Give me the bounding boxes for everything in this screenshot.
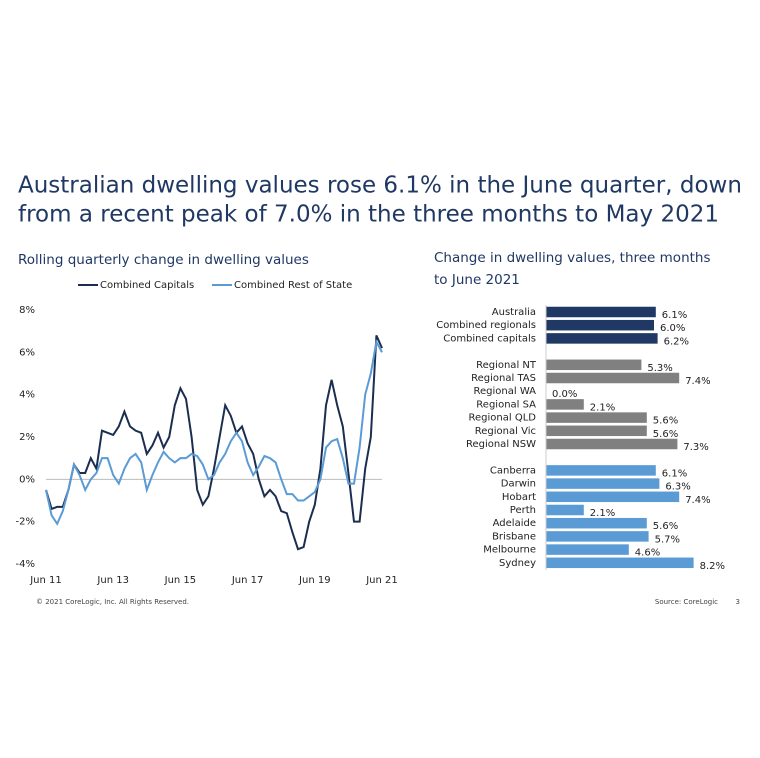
category-label: Australia	[492, 307, 536, 318]
value-label: 6.2%	[664, 336, 689, 347]
value-label: 2.1%	[590, 508, 615, 519]
category-label: Sydney	[499, 558, 536, 569]
value-label: 4.6%	[635, 548, 660, 559]
chart-title: to June 2021	[434, 272, 520, 288]
value-label: 7.3%	[683, 442, 708, 453]
copyright: © 2021 CoreLogic, Inc. All Rights Reserv…	[36, 598, 189, 606]
category-label: Hobart	[502, 492, 536, 503]
y-tick-label: 8%	[19, 305, 35, 316]
bar	[546, 333, 658, 344]
value-label: 7.4%	[685, 376, 710, 387]
legend-label: Combined Rest of State	[234, 280, 352, 291]
bar	[546, 399, 584, 410]
category-label: Darwin	[501, 479, 536, 490]
series-line	[45, 338, 383, 526]
value-label: 5.3%	[647, 363, 672, 374]
bar	[546, 412, 647, 423]
source: Source: CoreLogic	[655, 598, 718, 606]
bar	[546, 306, 656, 318]
value-label: 6.0%	[660, 323, 685, 334]
category-label: Regional NT	[476, 360, 537, 371]
value-label: 7.4%	[685, 495, 710, 506]
x-tick-label: Jun 13	[96, 575, 129, 586]
bar	[546, 465, 656, 476]
bar	[546, 544, 629, 555]
x-tick-label: Jun 19	[298, 575, 331, 586]
bar	[546, 319, 654, 331]
category-label: Brisbane	[492, 531, 536, 542]
category-label: Regional WA	[474, 386, 537, 397]
value-label: 5.6%	[653, 429, 678, 440]
bar	[546, 504, 584, 516]
value-label: 6.1%	[662, 310, 687, 321]
slide-title: Australian dwelling values rose 6.1% in …	[18, 173, 742, 199]
slide-title: from a recent peak of 7.0% in the three …	[18, 202, 719, 228]
bar	[546, 478, 660, 489]
value-label: 5.7%	[655, 534, 680, 545]
value-label: 2.1%	[590, 402, 615, 413]
series-line	[45, 334, 383, 551]
bar	[546, 438, 678, 450]
category-label: Adelaide	[493, 518, 536, 529]
category-label: Regional Vic	[475, 426, 536, 437]
category-label: Melbourne	[483, 545, 536, 556]
value-label: 6.3%	[665, 482, 690, 493]
chart-title: Rolling quarterly change in dwelling val…	[18, 252, 309, 268]
category-label: Regional SA	[476, 399, 536, 410]
chart-title: Change in dwelling values, three months	[434, 250, 711, 266]
legend-label: Combined Capitals	[100, 280, 194, 291]
value-label: 8.2%	[700, 561, 725, 572]
page-number: 3	[736, 598, 740, 606]
x-tick-label: Jun 21	[365, 575, 398, 586]
category-label: Combined capitals	[443, 333, 536, 344]
value-label: 5.6%	[653, 416, 678, 427]
x-tick-label: Jun 15	[164, 575, 197, 586]
value-label: 0.0%	[552, 389, 577, 400]
y-tick-label: 6%	[19, 347, 35, 358]
bar	[546, 517, 647, 529]
bar	[546, 425, 647, 437]
y-tick-label: 0%	[19, 474, 35, 485]
bar	[546, 372, 680, 384]
category-label: Regional NSW	[466, 439, 536, 450]
category-label: Canberra	[490, 465, 536, 476]
y-tick-label: -4%	[16, 559, 35, 570]
category-label: Regional TAS	[471, 373, 536, 384]
y-tick-label: 2%	[19, 432, 35, 443]
value-label: 5.6%	[653, 521, 678, 532]
y-tick-label: -2%	[16, 517, 35, 528]
value-label: 6.1%	[662, 468, 687, 479]
bar	[546, 491, 680, 503]
category-label: Combined regionals	[436, 320, 536, 331]
category-label: Perth	[510, 505, 536, 516]
bar	[546, 531, 649, 542]
x-tick-label: Jun 17	[231, 575, 264, 586]
x-tick-label: Jun 11	[29, 575, 62, 586]
bar	[546, 359, 642, 371]
category-label: Regional QLD	[469, 413, 537, 424]
y-tick-label: 4%	[19, 390, 35, 401]
bar	[546, 557, 694, 569]
